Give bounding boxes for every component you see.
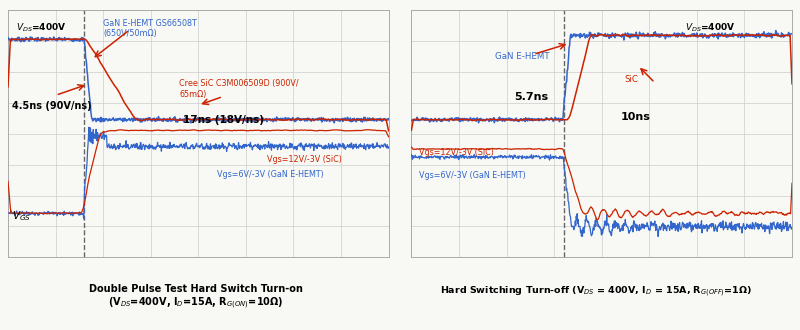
Text: GaN E-HEMT: GaN E-HEMT bbox=[495, 52, 550, 61]
Text: 5.7ns: 5.7ns bbox=[514, 92, 548, 102]
Text: 10ns: 10ns bbox=[621, 112, 650, 122]
Text: Double Pulse Test Hard Switch Turn-on
(V$_{DS}$=400V, I$_D$=15A, R$_{G(ON)}$=10Ω: Double Pulse Test Hard Switch Turn-on (V… bbox=[89, 284, 303, 311]
Text: $V_{GS}$: $V_{GS}$ bbox=[12, 209, 31, 223]
Text: Vgs=12V/-3V (SiC): Vgs=12V/-3V (SiC) bbox=[419, 148, 494, 157]
Text: 17ns (18V/ns): 17ns (18V/ns) bbox=[183, 115, 264, 124]
Text: Cree SiC C3M006509D (900V/
65mΩ): Cree SiC C3M006509D (900V/ 65mΩ) bbox=[179, 79, 299, 99]
Text: $V_{DS}$=400V: $V_{DS}$=400V bbox=[16, 21, 66, 34]
Text: Hard Switching Turn-off (V$_{DS}$ = 400V, I$_D$ = 15A, R$_{G(OFF)}$=1Ω): Hard Switching Turn-off (V$_{DS}$ = 400V… bbox=[440, 284, 752, 299]
Text: SiC: SiC bbox=[625, 75, 638, 84]
Text: GaN E-HEMT GS66508T
(650V/50mΩ): GaN E-HEMT GS66508T (650V/50mΩ) bbox=[103, 18, 197, 38]
Text: Vgs=6V/-3V (GaN E-HEMT): Vgs=6V/-3V (GaN E-HEMT) bbox=[419, 171, 526, 180]
Text: 4.5ns (90V/ns): 4.5ns (90V/ns) bbox=[12, 101, 91, 111]
Text: Vgs=6V/-3V (GaN E-HEMT): Vgs=6V/-3V (GaN E-HEMT) bbox=[218, 170, 324, 179]
Text: Vgs=12V/-3V (SiC): Vgs=12V/-3V (SiC) bbox=[266, 155, 342, 164]
Text: $V_{DS}$=400V: $V_{DS}$=400V bbox=[686, 21, 736, 34]
